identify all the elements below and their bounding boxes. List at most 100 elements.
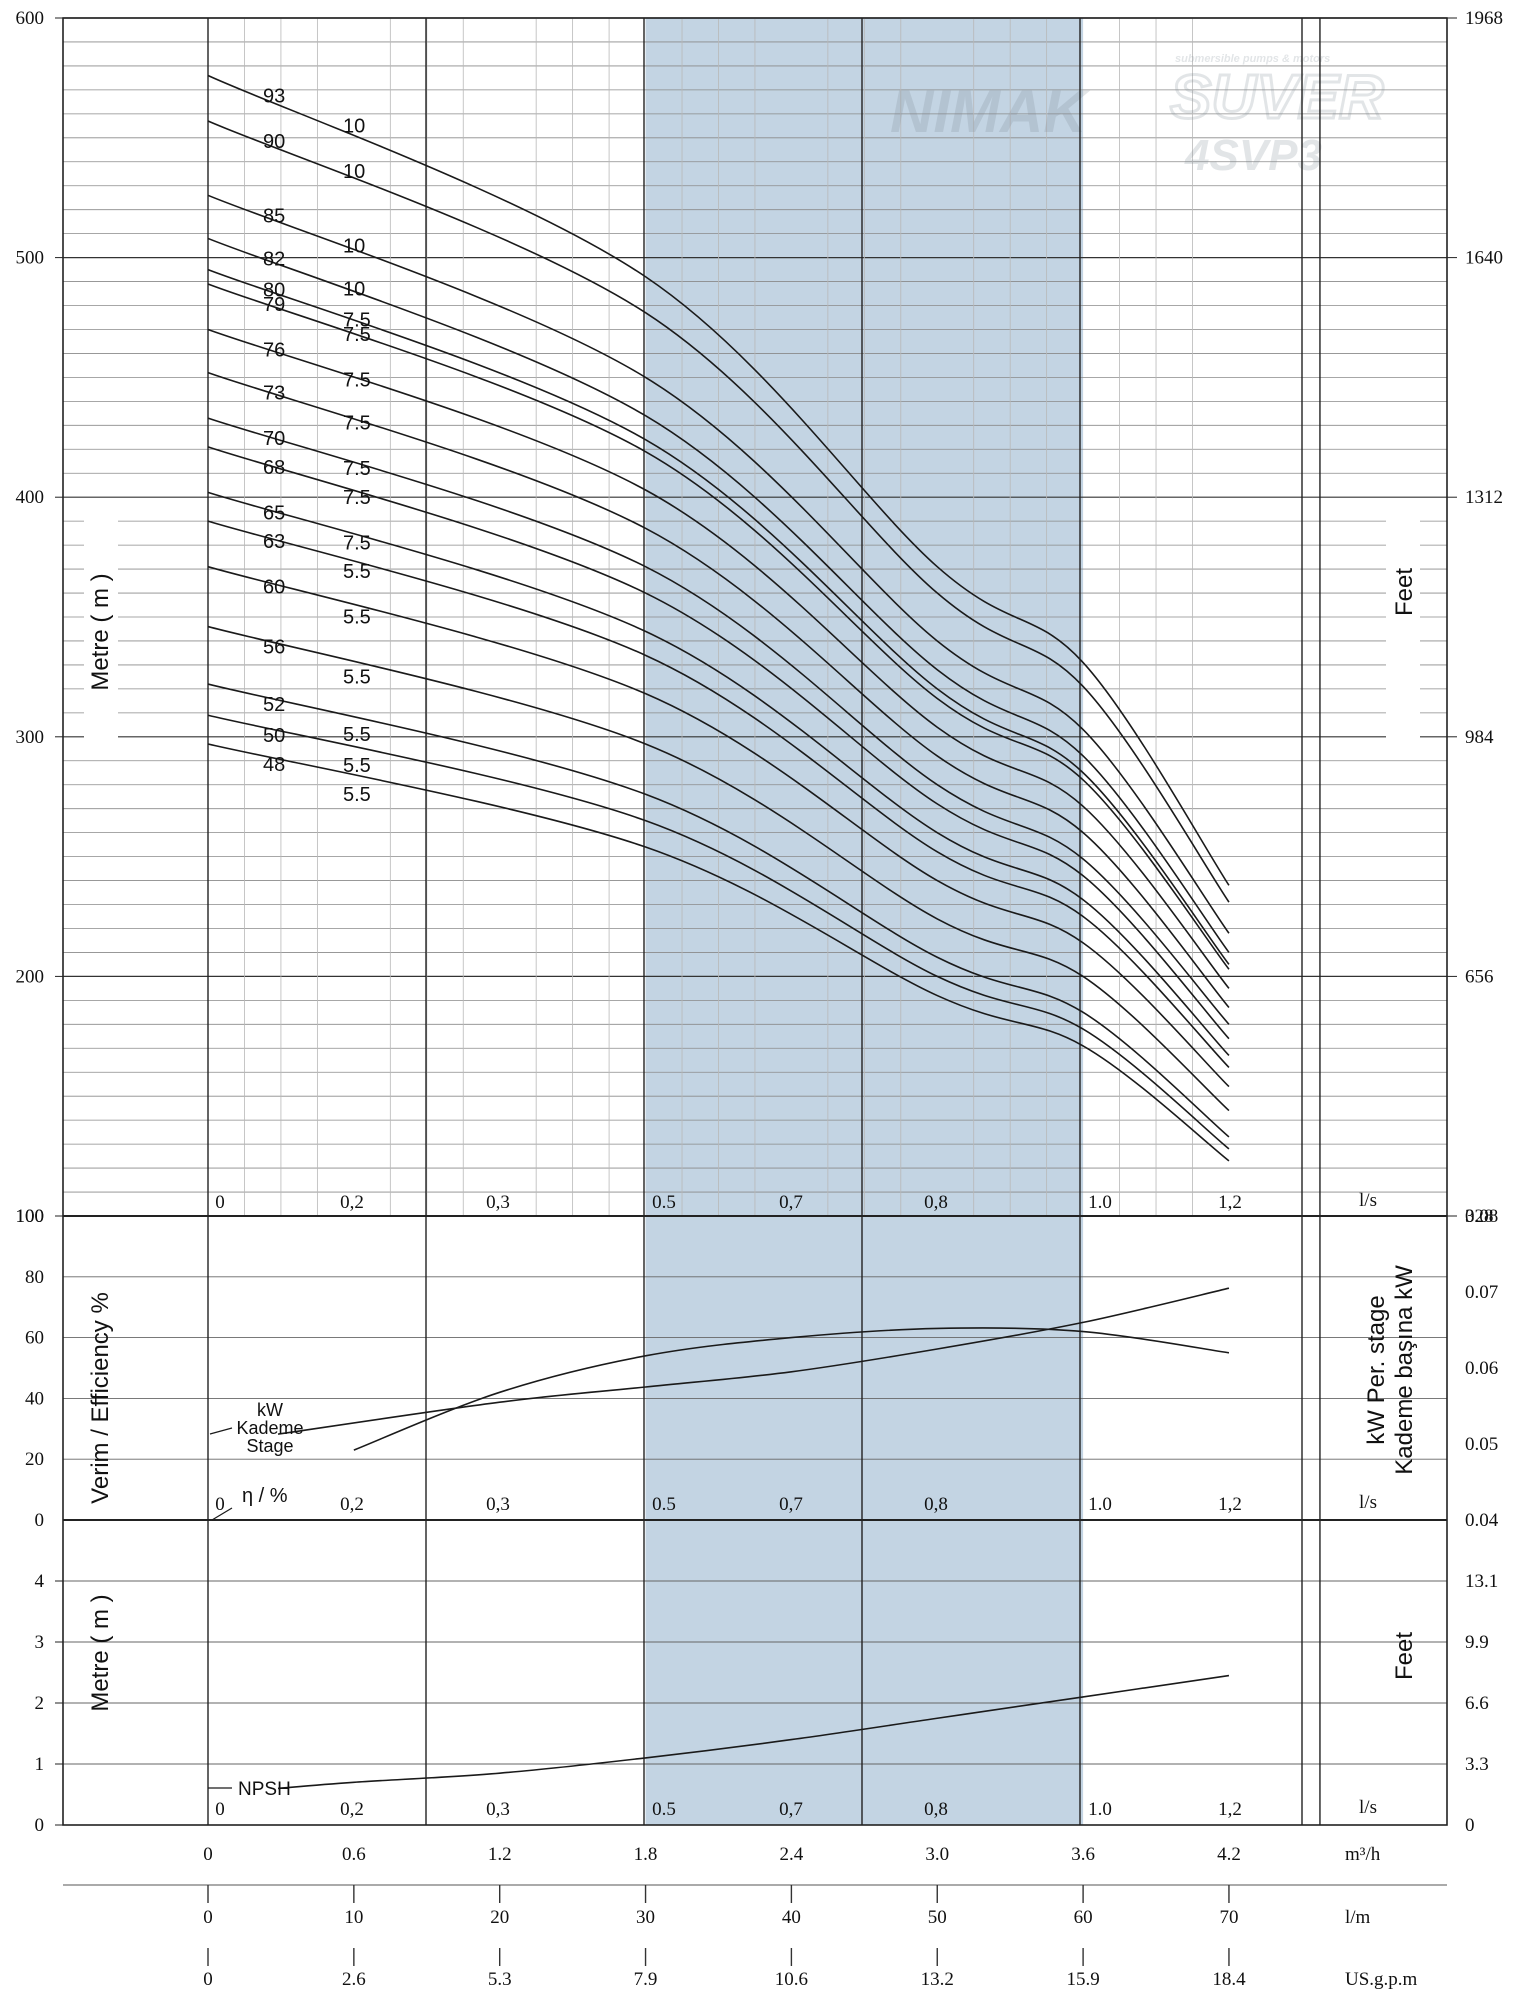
watermark-tagline: submersible pumps & motors bbox=[1175, 53, 1330, 65]
npsh-ytick-right: 9.9 bbox=[1465, 1632, 1489, 1653]
ls-unit: l/s bbox=[1359, 1190, 1377, 1211]
stage-label-90: 90 bbox=[263, 131, 285, 153]
watermark-model: 4SVP3 bbox=[1184, 131, 1322, 180]
flow-tick-0: 0 bbox=[203, 1844, 213, 1865]
flow-tick-2: 2.6 bbox=[342, 1969, 366, 1990]
flow-tick-1: 40 bbox=[782, 1907, 801, 1928]
flow-tick-0: 4.2 bbox=[1217, 1844, 1241, 1865]
head-ytick-right: 1640 bbox=[1465, 248, 1503, 269]
kw-label-52: 5.5 bbox=[343, 724, 371, 746]
kw-ytick: 0.07 bbox=[1465, 1282, 1498, 1303]
npsh-ytick-right: 13.1 bbox=[1465, 1571, 1498, 1592]
efficiency-label: η / % bbox=[242, 1485, 288, 1507]
stage-label-48: 48 bbox=[263, 754, 285, 776]
ls-xtick: 0,7 bbox=[779, 1192, 803, 1213]
ls-xtick: 0.5 bbox=[652, 1494, 676, 1515]
ls-xtick: 0,3 bbox=[486, 1192, 510, 1213]
stage-label-85: 85 bbox=[263, 205, 285, 227]
stage-label-79: 79 bbox=[263, 294, 285, 316]
ls-xtick: 1,2 bbox=[1218, 1799, 1242, 1820]
plot-frame bbox=[55, 17, 1457, 1826]
npsh-curve bbox=[277, 1674, 1230, 1790]
kw-label-85: 10 bbox=[343, 235, 365, 257]
head-curve-65 bbox=[207, 491, 1230, 1057]
head-ytick-left: 500 bbox=[16, 248, 45, 269]
flow-tick-1: 20 bbox=[490, 1907, 509, 1928]
ls-xtick: 0 bbox=[215, 1799, 225, 1820]
head-ytick-left: 400 bbox=[16, 487, 45, 508]
head-curve-93 bbox=[207, 74, 1230, 886]
head-curve-48 bbox=[207, 743, 1230, 1162]
kw-label-65: 7.5 bbox=[343, 532, 371, 554]
npsh-ytick-left: 1 bbox=[35, 1754, 45, 1775]
ls-xtick: 0,3 bbox=[486, 1799, 510, 1820]
ls-unit: l/s bbox=[1359, 1797, 1377, 1818]
kw-label-line3: Stage bbox=[246, 1436, 293, 1456]
head-curves bbox=[207, 74, 1230, 1162]
head-curve-73 bbox=[207, 371, 1230, 1009]
npsh-ytick-right: 0 bbox=[1465, 1815, 1475, 1836]
npsh-ytick-right: 6.6 bbox=[1465, 1693, 1489, 1714]
npsh-label: NPSH bbox=[238, 1779, 291, 1800]
ls-xtick: 1.0 bbox=[1088, 1799, 1112, 1820]
ls-xtick: 0,8 bbox=[924, 1799, 948, 1820]
kw-label-60: 5.5 bbox=[343, 607, 371, 629]
eff-ytick: 60 bbox=[25, 1328, 44, 1349]
ls-xtick: 1.0 bbox=[1088, 1192, 1112, 1213]
stage-label-76: 76 bbox=[263, 339, 285, 361]
flow-unit-1: l/m bbox=[1345, 1907, 1371, 1928]
flow-tick-2: 15.9 bbox=[1066, 1969, 1099, 1990]
ls-xtick: 0,3 bbox=[486, 1494, 510, 1515]
head-ytick-right: 328 bbox=[1465, 1206, 1494, 1227]
head-curve-79 bbox=[207, 283, 1230, 970]
kw-ytick: 0.05 bbox=[1465, 1434, 1498, 1455]
flow-tick-0: 1.8 bbox=[634, 1844, 658, 1865]
head-curve-60 bbox=[207, 565, 1230, 1088]
head-ytick-left: 200 bbox=[16, 966, 45, 987]
flow-tick-0: 0.6 bbox=[342, 1844, 366, 1865]
head-ytick-right: 656 bbox=[1465, 966, 1494, 987]
stage-label-73: 73 bbox=[263, 383, 285, 405]
kw-ylabel-line1: kW Per. stage bbox=[1363, 1295, 1390, 1444]
ylabel-bg bbox=[84, 510, 118, 740]
head-curve-76 bbox=[207, 328, 1230, 989]
head-curve-56 bbox=[207, 625, 1230, 1112]
ls-xtick: 1,2 bbox=[1218, 1192, 1242, 1213]
efficiency-curve bbox=[353, 1327, 1230, 1451]
kw-label-48: 5.5 bbox=[343, 784, 371, 806]
kw-label-90: 10 bbox=[343, 161, 365, 183]
head-ytick-right: 1968 bbox=[1465, 8, 1503, 29]
npsh-ytick-left: 0 bbox=[35, 1815, 45, 1836]
flow-tick-2: 18.4 bbox=[1212, 1969, 1246, 1990]
flow-tick-1: 10 bbox=[344, 1907, 363, 1928]
head-ytick-left: 100 bbox=[16, 1206, 45, 1227]
efficiency-ylabel: Verim / Efficiency % bbox=[87, 1292, 114, 1504]
watermark-brand-2: SUVER bbox=[1170, 63, 1384, 132]
npsh-ytick-left: 3 bbox=[35, 1632, 45, 1653]
head-curve-70 bbox=[207, 417, 1230, 1025]
kw-label-79: 7.5 bbox=[343, 324, 371, 346]
ls-xtick: 0,7 bbox=[779, 1494, 803, 1515]
head-ytick-right: 984 bbox=[1465, 727, 1494, 748]
npsh-ytick-left: 2 bbox=[35, 1693, 45, 1714]
axis-titles: Metre ( m ) Feet Verim / Efficiency % kW… bbox=[84, 510, 1420, 1712]
watermark-brand-1: NIMAK bbox=[890, 78, 1090, 145]
head-curve-82 bbox=[207, 237, 1230, 953]
eff-ytick: 0 bbox=[35, 1510, 45, 1531]
head-curve-80 bbox=[207, 268, 1230, 965]
ls-xtick: 0.5 bbox=[652, 1799, 676, 1820]
kw-leader bbox=[209, 1427, 233, 1435]
ls-xtick: 0,2 bbox=[340, 1799, 364, 1820]
kw-label-80: 7.5 bbox=[343, 310, 371, 332]
stage-label-82: 82 bbox=[263, 248, 285, 270]
stage-label-63: 63 bbox=[263, 531, 285, 553]
stage-label-60: 60 bbox=[263, 577, 285, 599]
stage-label-70: 70 bbox=[263, 428, 285, 450]
head-curve-63 bbox=[207, 520, 1230, 1069]
flow-tick-2: 0 bbox=[203, 1969, 213, 1990]
head-curve-52 bbox=[207, 683, 1230, 1138]
flow-tick-1: 70 bbox=[1219, 1907, 1238, 1928]
ls-xtick: 1.0 bbox=[1088, 1494, 1112, 1515]
kw-ytick: 0.04 bbox=[1465, 1510, 1499, 1531]
